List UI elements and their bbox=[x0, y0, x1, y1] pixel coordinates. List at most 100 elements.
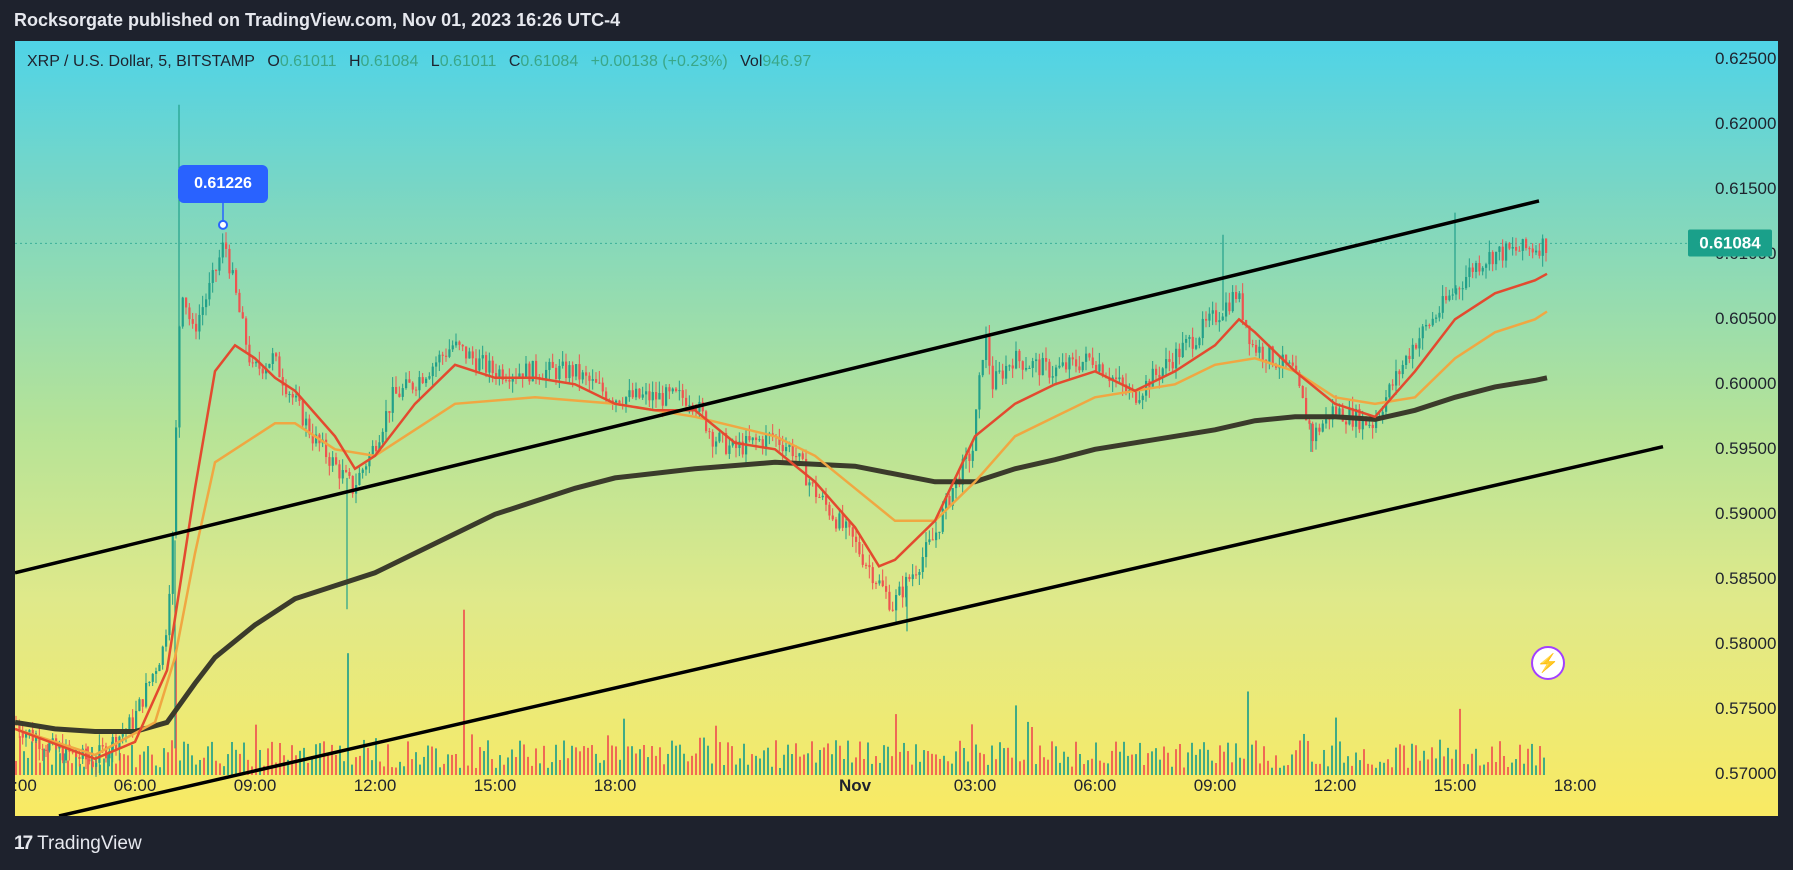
candle-body bbox=[211, 270, 214, 283]
time-tick: 09:00 bbox=[1193, 776, 1237, 795]
volume-bar bbox=[875, 756, 877, 775]
candle-body bbox=[1438, 312, 1441, 318]
candle bbox=[1488, 240, 1491, 271]
volume-bar bbox=[1271, 767, 1273, 775]
volume-bar bbox=[547, 767, 549, 775]
candle-body bbox=[1198, 338, 1201, 346]
time-tick: 06:00 bbox=[113, 776, 157, 795]
chart-area[interactable]: XRP / U.S. Dollar, 5, BITSTAMP O0.61011 … bbox=[13, 41, 1778, 816]
candle bbox=[171, 531, 174, 605]
volume-bar bbox=[535, 748, 537, 775]
candle-body bbox=[911, 574, 914, 580]
volume-bar bbox=[167, 752, 169, 775]
volume-bar bbox=[1531, 743, 1533, 775]
candle bbox=[638, 387, 641, 400]
candle-body bbox=[1418, 338, 1421, 349]
volume-bar bbox=[1159, 759, 1161, 775]
candle-body bbox=[155, 671, 158, 674]
candle bbox=[1481, 266, 1484, 276]
candle bbox=[1261, 342, 1264, 369]
candle-body bbox=[751, 437, 754, 441]
volume-bar bbox=[911, 764, 913, 775]
candle bbox=[1441, 285, 1444, 319]
candle-body bbox=[1178, 348, 1181, 358]
volume-bar bbox=[1147, 753, 1149, 775]
candle-body bbox=[971, 450, 974, 461]
candle bbox=[851, 526, 854, 548]
time-tick: :00 bbox=[13, 776, 37, 795]
candle bbox=[718, 430, 721, 444]
volume-bar bbox=[899, 751, 901, 775]
volume-bar bbox=[795, 743, 797, 775]
candle bbox=[235, 268, 238, 296]
volume-bar bbox=[1211, 760, 1213, 775]
candle bbox=[1515, 237, 1518, 256]
volume-bar bbox=[1203, 742, 1205, 775]
volume-bar bbox=[739, 758, 741, 775]
candle bbox=[1438, 306, 1441, 322]
chart-canvas[interactable] bbox=[15, 41, 1778, 816]
volume-bar bbox=[111, 741, 113, 775]
candle bbox=[758, 435, 761, 442]
volume-bar bbox=[1399, 744, 1401, 775]
volume-bar bbox=[1179, 743, 1181, 775]
candle-body bbox=[548, 361, 551, 370]
candle-body bbox=[1008, 365, 1011, 367]
candle bbox=[615, 399, 618, 413]
volume-bar bbox=[295, 755, 297, 775]
volume-bar bbox=[1411, 743, 1413, 775]
candle bbox=[708, 427, 711, 439]
lightning-icon[interactable]: ⚡ bbox=[1531, 646, 1565, 680]
volume-bar bbox=[1335, 717, 1337, 775]
candle-body bbox=[128, 717, 131, 730]
volume-bar bbox=[1407, 767, 1409, 775]
candle-body bbox=[618, 400, 621, 405]
volume-bar bbox=[1163, 746, 1165, 775]
candle-body bbox=[378, 442, 381, 452]
candle bbox=[771, 424, 774, 442]
volume-bar bbox=[747, 764, 749, 775]
volume-bar bbox=[1319, 763, 1321, 775]
volume-bar bbox=[555, 744, 557, 775]
volume-bar bbox=[719, 742, 721, 775]
candle-body bbox=[1325, 415, 1328, 424]
candle bbox=[1021, 360, 1024, 380]
candle bbox=[751, 437, 754, 445]
candle bbox=[1498, 246, 1501, 261]
candle-body bbox=[1451, 294, 1454, 296]
candle-body bbox=[1091, 357, 1094, 365]
volume-bar bbox=[847, 740, 849, 775]
volume-bar bbox=[1447, 747, 1449, 775]
candle-body bbox=[315, 434, 318, 444]
candle bbox=[1401, 360, 1404, 379]
price-callout[interactable]: 0.61226 bbox=[178, 164, 268, 203]
price-axis[interactable]: 0.625000.620000.615000.610000.605000.600… bbox=[1695, 41, 1778, 816]
volume-bar bbox=[1539, 746, 1541, 775]
candle-body bbox=[715, 441, 718, 447]
candle-body bbox=[1185, 338, 1188, 343]
candle-body bbox=[615, 400, 618, 405]
candle-body bbox=[1431, 318, 1434, 326]
volume-bar bbox=[1143, 764, 1145, 775]
candle-body bbox=[1425, 324, 1428, 327]
candle-body bbox=[1161, 368, 1164, 378]
candle-body bbox=[761, 439, 764, 448]
candle bbox=[951, 487, 954, 510]
candle bbox=[1418, 327, 1421, 357]
volume-bar bbox=[743, 743, 745, 775]
candle bbox=[198, 304, 201, 340]
candle bbox=[1351, 396, 1354, 431]
candle-body bbox=[1308, 420, 1311, 424]
volume-bar bbox=[1027, 721, 1029, 775]
tradingview-logo[interactable]: 17 TradingView bbox=[14, 833, 142, 855]
candle bbox=[928, 530, 931, 545]
candle-body bbox=[648, 391, 651, 401]
candle bbox=[908, 574, 911, 582]
candle-body bbox=[1181, 342, 1184, 358]
candle bbox=[971, 439, 974, 468]
volume-bar bbox=[1095, 742, 1097, 775]
volume-bar bbox=[423, 756, 425, 775]
volume-bar bbox=[987, 764, 989, 775]
candle-body bbox=[518, 373, 521, 377]
candle bbox=[975, 409, 978, 452]
